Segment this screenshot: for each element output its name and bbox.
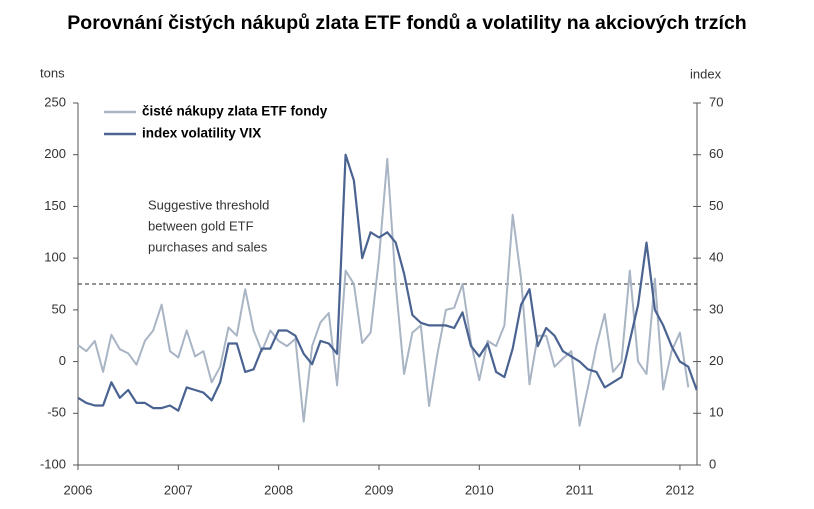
- legend-label: čisté nákupy zlata ETF fondy: [142, 104, 328, 119]
- legend-label: index volatility VIX: [142, 126, 261, 141]
- y2-tick-label: 20: [709, 353, 723, 368]
- chart-title: Porovnání čistých nákupů zlata ETF fondů…: [67, 12, 746, 34]
- y2-tick-label: 0: [709, 456, 716, 471]
- y2-tick-label: 30: [709, 301, 723, 316]
- x-tick-label: 2009: [365, 482, 394, 497]
- y2-tick-label: 10: [709, 405, 723, 420]
- annotation: purchases and sales: [148, 239, 268, 254]
- y-tick-label: 50: [52, 301, 66, 316]
- y-tick-label: -100: [40, 456, 66, 471]
- y-tick-label: 200: [44, 146, 66, 161]
- series-line: [77, 157, 690, 427]
- y-tick-label: 250: [44, 94, 66, 109]
- x-tick-label: 2007: [164, 482, 193, 497]
- y2-tick-label: 60: [709, 146, 723, 161]
- annotation: Suggestive threshold: [148, 197, 269, 212]
- x-tick-label: 2010: [465, 482, 494, 497]
- x-tick-label: 2008: [264, 482, 293, 497]
- y-tick-label: 100: [44, 250, 66, 265]
- y-tick-label: -50: [47, 405, 66, 420]
- y-axis-label: tons: [40, 65, 65, 80]
- y2-tick-label: 50: [709, 198, 723, 213]
- y-tick-label: 0: [59, 353, 66, 368]
- x-tick-label: 2012: [665, 482, 694, 497]
- series-line: [77, 153, 698, 412]
- y2-tick-label: 70: [709, 94, 723, 109]
- x-tick-label: 2011: [566, 482, 594, 497]
- x-tick-label: 2006: [64, 482, 93, 497]
- annotation: between gold ETF: [148, 218, 254, 233]
- y2-axis-label: index: [690, 66, 722, 81]
- y-tick-label: 150: [44, 198, 66, 213]
- y2-tick-label: 40: [709, 250, 723, 265]
